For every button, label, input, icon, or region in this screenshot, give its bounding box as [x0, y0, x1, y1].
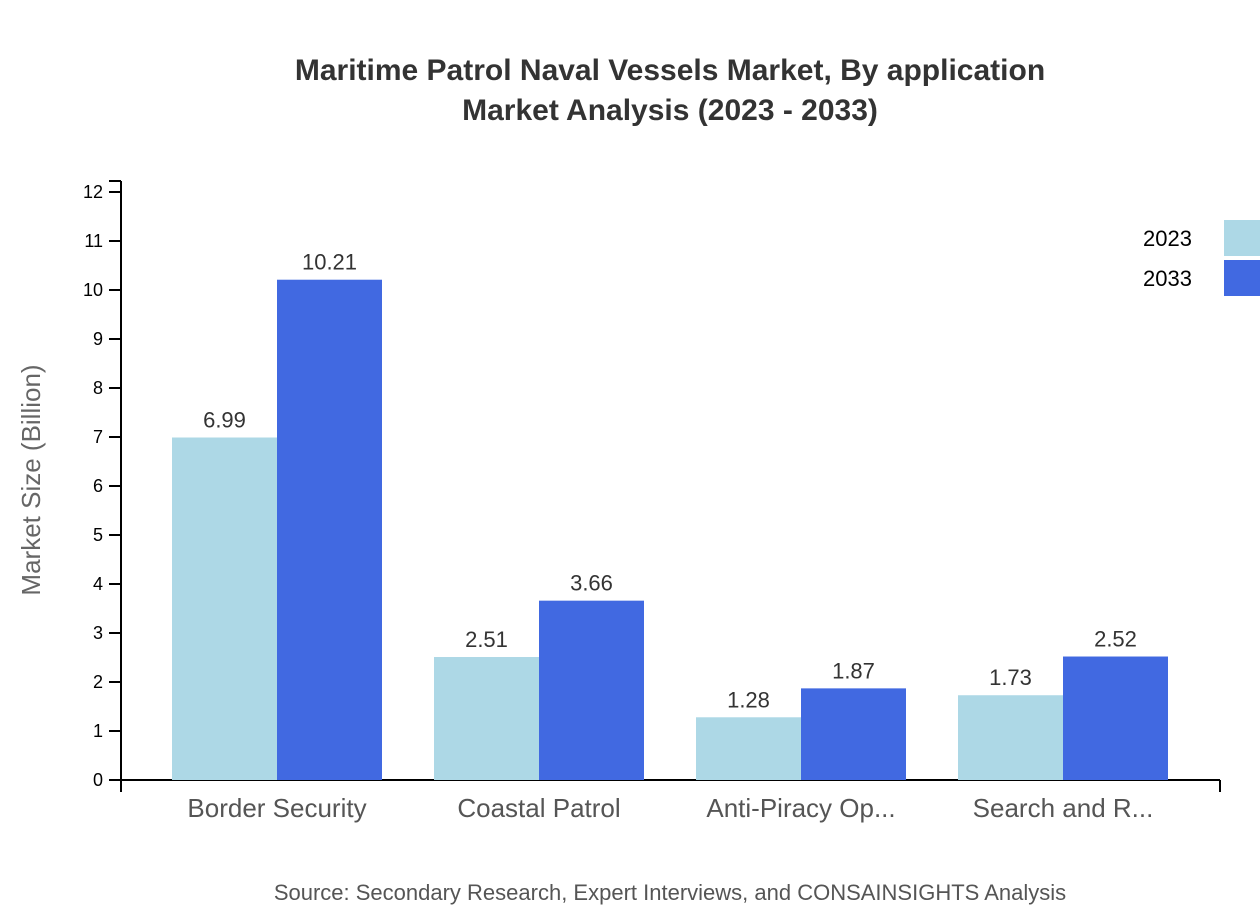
legend-label: 2023 [1143, 226, 1192, 251]
y-axis-label: Market Size (Billion) [16, 364, 46, 595]
y-tick-label: 8 [93, 378, 103, 398]
y-tick-label: 5 [93, 525, 103, 545]
x-tick-label: Coastal Patrol [457, 793, 620, 823]
bar-2033 [1063, 656, 1168, 780]
data-label: 3.66 [570, 571, 613, 596]
x-tick-label: Search and R... [973, 793, 1154, 823]
y-tick-label: 10 [83, 280, 103, 300]
y-tick-label: 1 [93, 721, 103, 741]
bars: 6.99 10.21 2.51 3.66 1.28 1.87 1.73 2.52 [172, 250, 1168, 780]
chart-subtitle: Market Analysis (2023 - 2033) [462, 94, 878, 127]
y-tick-label: 6 [93, 476, 103, 496]
bar-2023 [958, 695, 1063, 780]
bar-2033 [539, 600, 644, 780]
y-tick-label: 4 [93, 574, 103, 594]
y-tick-label: 9 [93, 329, 103, 349]
legend: 2023 2033 [1143, 220, 1260, 296]
data-label: 10.21 [302, 250, 357, 275]
legend-swatch [1224, 220, 1260, 256]
x-tick-label: Anti-Piracy Op... [706, 793, 895, 823]
x-axis: Border Security Coastal Patrol Anti-Piracy… [120, 779, 1221, 823]
y-tick-label: 12 [83, 182, 103, 202]
bar-2023 [696, 717, 801, 780]
source-note: Source: Secondary Research, Expert Inter… [274, 880, 1066, 905]
y-tick-label: 7 [93, 427, 103, 447]
data-label: 1.87 [832, 658, 875, 683]
legend-label: 2033 [1143, 266, 1192, 291]
bar-2023 [172, 437, 277, 780]
y-tick-label: 2 [93, 672, 103, 692]
data-label: 2.52 [1094, 627, 1137, 652]
bar-2033 [801, 688, 906, 780]
bar-2023 [434, 657, 539, 780]
chart-title: Maritime Patrol Naval Vessels Market, By… [295, 54, 1045, 87]
data-label: 2.51 [465, 627, 508, 652]
data-label: 1.28 [727, 687, 770, 712]
y-tick-label: 0 [93, 770, 103, 790]
y-tick-label: 3 [93, 623, 103, 643]
data-label: 1.73 [989, 665, 1032, 690]
x-tick-label: Border Security [187, 793, 366, 823]
data-label: 6.99 [203, 407, 246, 432]
legend-swatch [1224, 260, 1260, 296]
bar-2033 [277, 279, 382, 780]
y-tick-label: 11 [84, 231, 103, 251]
